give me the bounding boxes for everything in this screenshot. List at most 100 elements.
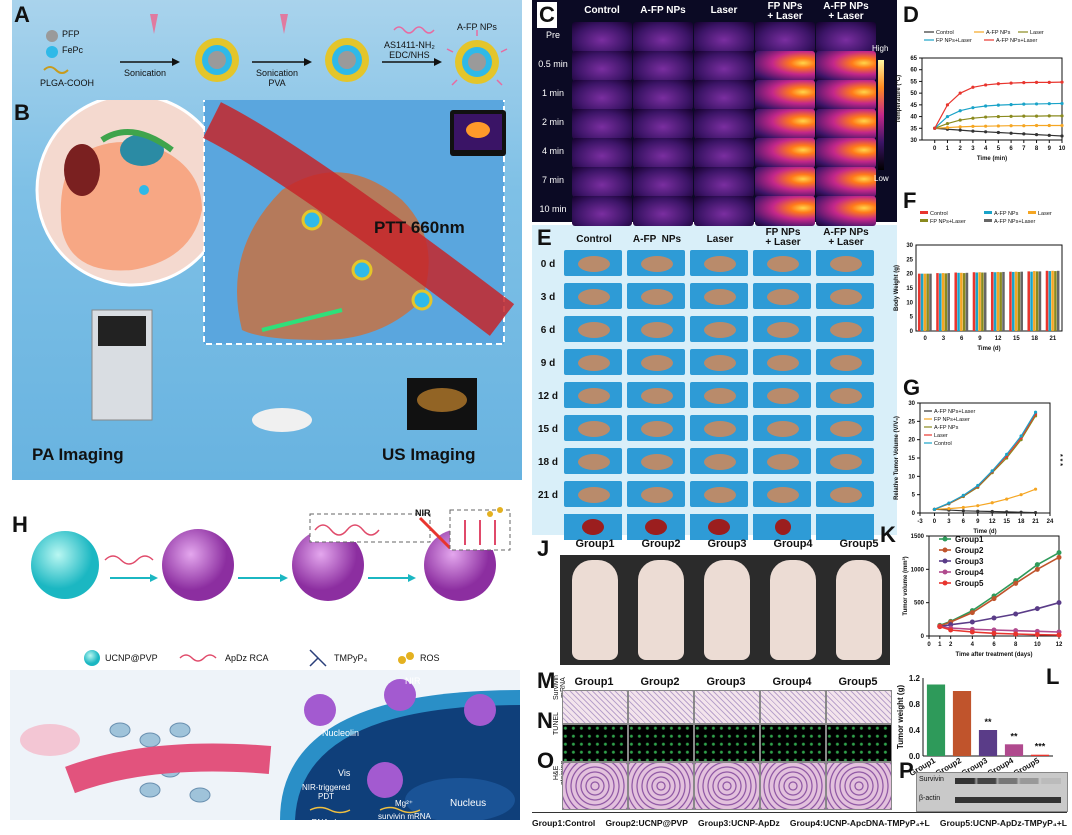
legend-label: Control [934,441,952,447]
mouse-photo [690,283,748,309]
mice-col-header: FP NPs + Laser [765,227,801,248]
panel-letter-l: L [1046,664,1060,689]
legend-pfp: PFP [62,29,80,39]
mouse-photo [690,349,748,375]
panel-letter-h: H [12,512,28,537]
legend-plga: PLGA-COOH [40,78,95,88]
panel-b-illustration [35,100,515,432]
n-row-label: TUNEL [553,712,560,735]
bar [981,272,984,331]
step-as1411: AS1411-NH₂ EDC/NHS [384,40,435,60]
x-tick-label: 18 [1018,519,1025,525]
data-point [1060,80,1064,84]
legend-label: FP NPs+Laser [934,417,970,423]
data-point [932,507,937,511]
data-point [937,624,943,630]
thermal-image [694,109,754,139]
y-tick-label: 30 [906,243,913,249]
x-tick-label: 0 [933,146,937,152]
bar [1002,271,1005,331]
x-tick-label: 15 [1013,336,1020,342]
x-tick-label: 9 [976,519,980,525]
y-tick-label: 500 [914,601,925,607]
j-group-label: Group1 [575,538,615,550]
footer-group2: Group2:UCNP@PVP [605,818,688,828]
data-point [947,501,951,505]
legend-swatch [920,219,928,222]
data-point [948,627,954,633]
y-axis-label: Tumor volume (mm³) [902,556,909,615]
legend-swatch [1028,211,1036,214]
legend-label: A-FP NPs [986,30,1011,36]
data-point [961,509,965,513]
label-us-imaging: US Imaging [382,445,476,464]
bar [978,272,981,331]
bar [1048,271,1052,331]
tumor-photo [753,514,811,540]
plot-frame [915,244,1063,332]
x-tick-label: 18 [1031,336,1038,342]
data-point [976,504,980,508]
series-line [939,601,1060,628]
data-point [996,103,1000,107]
tumor-photo [564,514,622,540]
x-tick-label: 8 [1014,642,1018,648]
series-line [934,508,1036,514]
bar [1027,271,1030,331]
x-tick-label: 10 [1059,146,1066,152]
legend-marker [942,569,948,575]
data-point [958,128,962,132]
x-tick-label: 10 [1034,642,1041,648]
y-tick-label: 1.2 [909,674,921,683]
legend-marker [942,558,948,564]
tunel-image [562,724,628,762]
x-tick-label: 0 [933,519,937,525]
bar [926,273,929,331]
he-image [826,762,892,810]
data-point [1034,566,1040,572]
panel-letter-c: C [537,2,557,28]
panel-letter-k: K [880,522,896,547]
survivin-image [628,690,694,724]
data-point [1019,510,1023,514]
tunel-image [826,724,892,762]
mice-col-header: A-FP NPs + Laser [823,227,869,248]
panel-letter-m: M [537,668,556,693]
panel-a-b: A PFP FePc PLGA-COOH Sonication Sonicati… [12,0,522,480]
thermal-image [572,167,632,197]
data-point [1019,434,1023,438]
mouse-photo [627,250,685,276]
mouse-photo [753,481,811,507]
x-tick-label: 15 [1003,519,1010,525]
mice-row-label: 15 d [537,424,558,435]
tumor [582,519,604,535]
j-mouse [836,560,882,660]
bar [993,272,997,331]
mouse-photo [627,349,685,375]
panel-letter-j: J [537,536,550,561]
bar [990,271,994,331]
i-mrna-cleavage: mRNA cleavage [305,818,363,827]
data-point [984,83,988,87]
h-legend-ros: ROS [420,653,440,663]
mouse-photo [753,448,811,474]
legend-label: Control [936,30,954,36]
data-point [1047,114,1051,118]
j-group-label: Group2 [641,538,681,550]
mice-row-label: 18 d [537,457,558,468]
legend-label: Laser [934,433,948,439]
mouse-photo [564,250,622,276]
data-point [1034,562,1040,568]
mouse-photo [690,481,748,507]
m-group-label: Group4 [772,676,812,688]
legend-swatch [984,219,992,222]
legend-label: A-FP NPs+Laser [996,38,1037,44]
data-point [933,126,937,130]
y-tick-label: 15 [906,286,913,292]
data-point [1019,493,1023,497]
bar [944,273,948,331]
y-tick-label: 10 [908,474,915,480]
thermal-col-header: FP NPs + Laser [767,1,803,22]
thermal-image [633,138,693,168]
thermal-image [755,22,815,52]
